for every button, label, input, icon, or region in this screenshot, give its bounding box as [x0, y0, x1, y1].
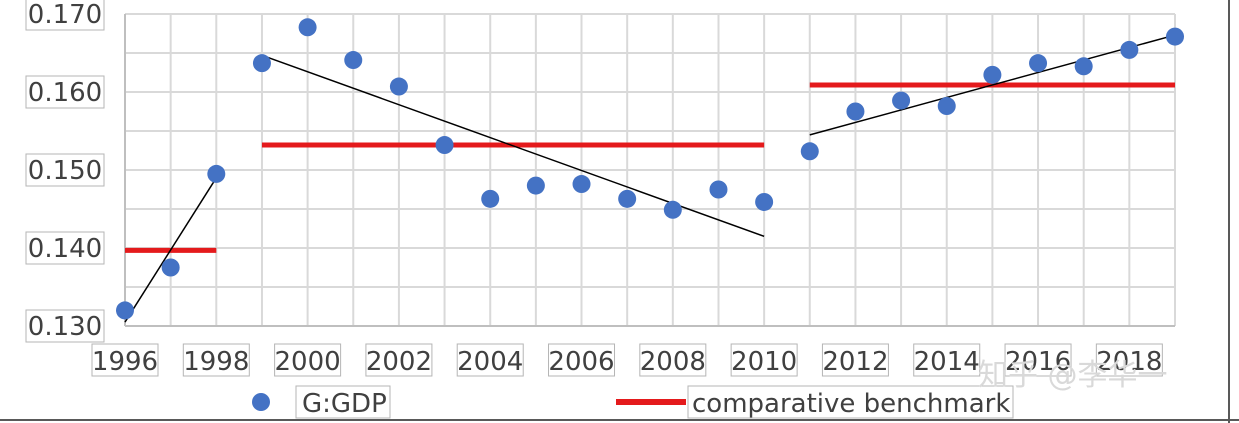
y-tick-text: 0.130: [28, 312, 102, 342]
x-tick-label: 2010: [730, 343, 798, 377]
x-tick-label: 2006: [548, 343, 616, 377]
x-tick-label: 1996: [91, 343, 159, 377]
y-tick-text: 0.140: [28, 234, 102, 264]
data-point: [1120, 40, 1139, 59]
y-tick-label: 0.130: [25, 309, 105, 343]
x-tick-text: 2000: [275, 347, 341, 377]
x-tick-label: 2014: [913, 343, 981, 377]
data-point: [207, 164, 226, 183]
data-point: [983, 65, 1002, 84]
x-tick-box: [548, 343, 616, 377]
data-point: [937, 97, 956, 116]
y-tick-box: [25, 309, 105, 343]
y-tick-box: [25, 231, 105, 265]
y-tick-box: [25, 75, 105, 109]
x-tick-text: 2004: [457, 347, 523, 377]
legend-benchmark-label: comparative benchmark: [692, 389, 1010, 419]
data-point: [709, 180, 728, 199]
trendline: [809, 34, 1176, 136]
x-tick-label: 2002: [365, 343, 433, 377]
data-point: [1166, 27, 1184, 46]
data-point: [526, 176, 545, 195]
data-point: [800, 142, 819, 161]
x-tick-text: 2016: [1005, 347, 1071, 377]
x-tick-text: 2008: [640, 347, 706, 377]
legend-scatter-label: G:GDP: [302, 389, 387, 419]
trendline: [124, 177, 217, 323]
legend-scatter-box: [295, 385, 391, 419]
x-tick-label: 2008: [639, 343, 707, 377]
y-tick-text: 0.150: [28, 156, 102, 186]
y-tick-box: [25, 153, 105, 187]
data-point: [389, 77, 408, 96]
x-tick-box: [1004, 343, 1072, 377]
x-tick-box: [1095, 343, 1163, 377]
data-point: [892, 91, 911, 110]
y-tick-box: [25, 0, 105, 31]
data-point: [618, 189, 637, 208]
x-tick-label: 1998: [182, 343, 250, 377]
data-point: [846, 102, 865, 121]
y-tick-text: 0.170: [28, 0, 102, 30]
axes: [124, 14, 1175, 327]
data-point: [252, 54, 271, 73]
x-tick-label: 2004: [456, 343, 524, 377]
x-tick-text: 2014: [914, 347, 980, 377]
x-tick-label: 2000: [274, 343, 342, 377]
x-tick-text: 2006: [548, 347, 614, 377]
x-tick-box: [639, 343, 707, 377]
data-point: [1029, 54, 1048, 73]
data-point: [161, 258, 180, 277]
x-tick-text: 2012: [822, 347, 888, 377]
x-tick-box: [821, 343, 889, 377]
x-tick-labels: 1996 1998 2000 2002 2004 2006 2008 2010 2012 2014…: [91, 343, 1163, 377]
x-tick-box: [91, 343, 159, 377]
x-tick-text: 2010: [731, 347, 797, 377]
x-tick-label: 2018: [1095, 343, 1163, 377]
y-tick-label: 0.140: [25, 231, 105, 265]
watermark: 知乎 @李华一: [978, 358, 1168, 393]
x-tick-box: [365, 343, 433, 377]
data-point: [1074, 57, 1093, 76]
legend-scatter-marker: [252, 393, 270, 411]
x-tick-box: [182, 343, 250, 377]
x-tick-text: 1996: [92, 347, 158, 377]
x-tick-text: 2002: [366, 347, 432, 377]
data-point: [481, 189, 500, 208]
x-tick-text: 1998: [183, 347, 249, 377]
x-tick-label: 2016: [1004, 343, 1072, 377]
data-point: [435, 136, 454, 155]
y-tick-text: 0.160: [28, 78, 102, 108]
legend-benchmark-box: [687, 385, 1014, 419]
data-point: [755, 192, 774, 211]
x-tick-label: 2012: [821, 343, 889, 377]
x-tick-box: [274, 343, 342, 377]
data-point: [344, 51, 363, 70]
y-tick-label: 0.170: [25, 0, 105, 31]
x-tick-box: [730, 343, 798, 377]
x-tick-box: [456, 343, 524, 377]
y-tick-label: 0.160: [25, 75, 105, 109]
data-point: [663, 200, 682, 219]
data-point: [298, 18, 317, 37]
data-point: [572, 175, 591, 194]
data-points: [116, 18, 1184, 320]
x-tick-box: [913, 343, 981, 377]
x-tick-text: 2018: [1096, 347, 1162, 377]
data-point: [116, 301, 134, 320]
y-tick-labels: 0.130 0.140 0.150 0.160 0.170: [25, 0, 105, 343]
legend: G:GDP comparative benchmark: [252, 385, 1014, 419]
y-tick-label: 0.150: [25, 153, 105, 187]
